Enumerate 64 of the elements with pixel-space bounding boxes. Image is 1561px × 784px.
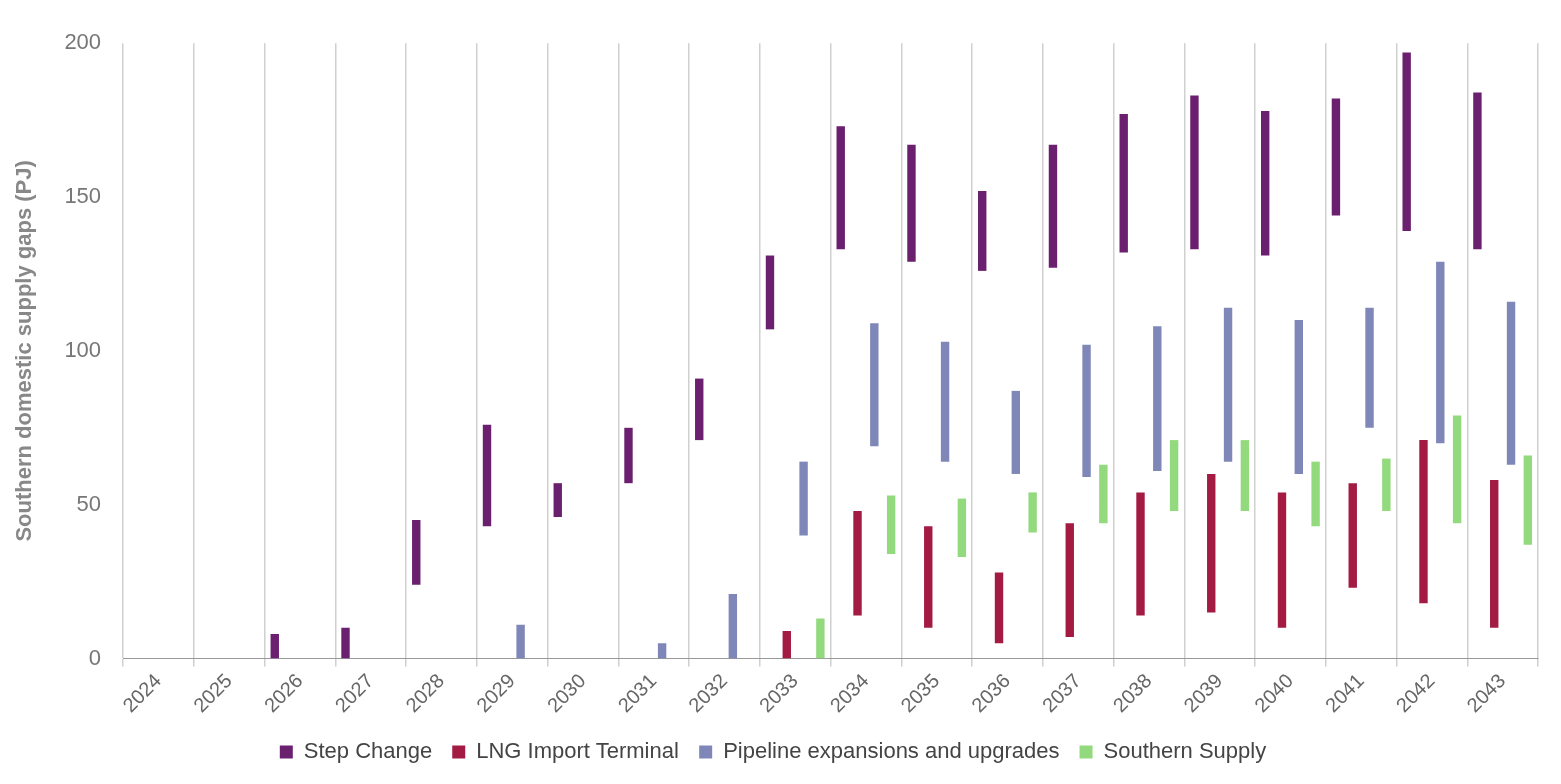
bar xyxy=(270,633,279,659)
bar xyxy=(624,427,633,484)
y-tick-label: 100 xyxy=(64,336,102,362)
bar xyxy=(1348,483,1357,588)
bar xyxy=(1099,464,1108,524)
bar xyxy=(782,630,791,659)
bar xyxy=(816,618,825,659)
bar xyxy=(341,627,350,659)
bar xyxy=(1402,52,1411,231)
bar xyxy=(1169,440,1179,511)
bar xyxy=(940,341,950,462)
bar xyxy=(695,378,704,441)
bar xyxy=(1490,480,1499,628)
bar xyxy=(1082,344,1091,478)
y-tick-label: 0 xyxy=(88,644,102,670)
bar xyxy=(1011,390,1021,474)
legend-label: Southern Supply xyxy=(1103,738,1267,764)
bar xyxy=(853,510,862,616)
bar xyxy=(924,526,933,628)
legend-label: Step Change xyxy=(303,738,433,764)
bar xyxy=(1153,326,1162,471)
bar xyxy=(886,495,896,554)
legend-label: LNG Import Terminal xyxy=(476,738,679,764)
bar xyxy=(516,624,525,659)
bar xyxy=(836,126,845,250)
y-tick-label: 50 xyxy=(76,490,102,516)
bar xyxy=(994,572,1004,644)
bar xyxy=(1048,144,1058,268)
bar xyxy=(1119,113,1128,253)
bar xyxy=(1506,301,1516,465)
bar xyxy=(1365,307,1374,428)
bar xyxy=(1240,440,1250,511)
bar xyxy=(1260,110,1270,256)
bar xyxy=(728,593,738,659)
bar xyxy=(799,461,808,536)
bar xyxy=(765,255,775,330)
bar xyxy=(1065,523,1074,638)
bar xyxy=(482,424,492,527)
bar xyxy=(957,498,967,558)
y-tick-label: 200 xyxy=(64,29,102,55)
bar xyxy=(1277,492,1287,628)
bar xyxy=(907,144,916,262)
bar xyxy=(1207,473,1216,613)
bar xyxy=(553,483,562,518)
bar xyxy=(1294,320,1303,474)
bar xyxy=(1419,440,1428,604)
bar xyxy=(1452,415,1462,524)
legend-label: Pipeline expansions and upgrades xyxy=(723,738,1060,764)
bar xyxy=(657,643,667,659)
bar xyxy=(1311,461,1320,527)
bar xyxy=(1190,95,1199,250)
bar xyxy=(1223,307,1233,462)
bar xyxy=(1331,98,1341,216)
y-axis-title: Southern domestic supply gaps (PJ) xyxy=(11,160,37,542)
bar xyxy=(1136,492,1145,616)
bar xyxy=(1436,261,1445,444)
bar xyxy=(978,190,987,271)
y-tick-label: 150 xyxy=(64,183,102,209)
bar xyxy=(1473,92,1482,250)
bar xyxy=(1028,492,1037,533)
bar xyxy=(870,323,879,447)
bar xyxy=(1382,458,1391,511)
bar xyxy=(412,520,421,585)
bar xyxy=(1523,455,1533,545)
